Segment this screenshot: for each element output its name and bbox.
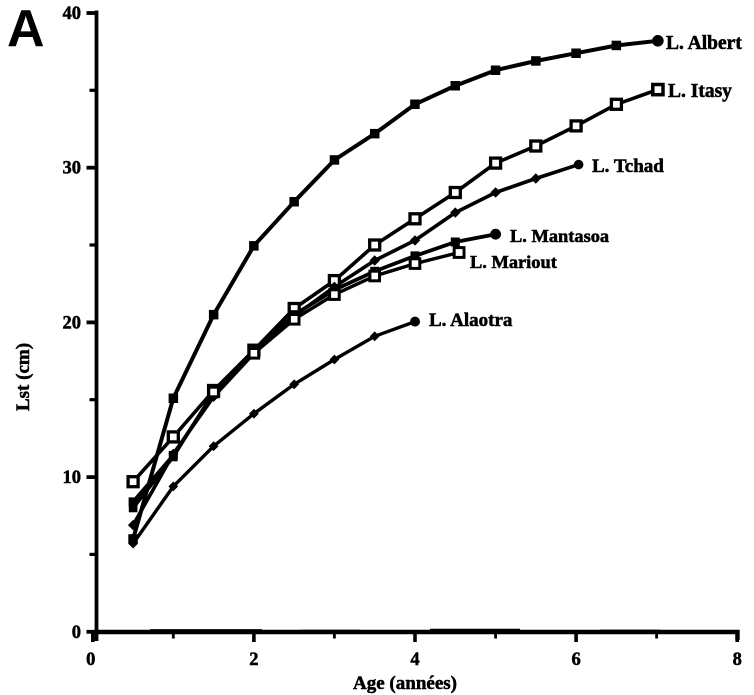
svg-text:4: 4 [410,650,419,670]
svg-text:L. Itasy: L. Itasy [668,81,732,102]
svg-text:L. Mariout: L. Mariout [470,252,558,272]
svg-text:2: 2 [249,650,258,670]
svg-text:Age (années): Age (années) [353,673,457,694]
svg-text:40: 40 [63,4,82,24]
svg-text:20: 20 [63,313,82,333]
svg-text:6: 6 [571,650,580,670]
svg-text:L. Albert: L. Albert [666,33,742,54]
svg-text:L. Mantasoa: L. Mantasoa [510,226,609,246]
svg-text:8: 8 [733,650,742,670]
svg-text:A: A [7,0,45,58]
svg-text:0: 0 [72,623,81,643]
svg-text:10: 10 [63,468,82,488]
svg-text:Lst (cm): Lst (cm) [13,343,34,411]
svg-text:0: 0 [86,650,95,670]
svg-text:L. Alaotra: L. Alaotra [429,310,513,331]
svg-text:L. Tchad: L. Tchad [592,156,664,177]
svg-text:30: 30 [63,159,82,179]
